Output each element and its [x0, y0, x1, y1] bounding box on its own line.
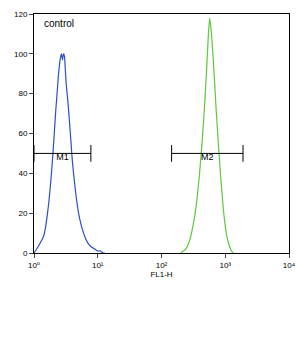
- svg-text:M1: M1: [56, 152, 69, 162]
- svg-text:10²: 10²: [156, 261, 168, 270]
- svg-text:80: 80: [18, 89, 27, 98]
- svg-text:0: 0: [23, 249, 28, 258]
- svg-text:10¹: 10¹: [92, 261, 104, 270]
- svg-text:control: control: [44, 18, 74, 29]
- svg-text:10⁰: 10⁰: [28, 261, 40, 270]
- svg-text:10⁴: 10⁴: [283, 261, 296, 270]
- svg-text:FL1-H: FL1-H: [150, 270, 172, 279]
- svg-text:20: 20: [18, 209, 27, 218]
- svg-text:40: 40: [18, 169, 27, 178]
- svg-text:120: 120: [14, 10, 28, 19]
- svg-text:10³: 10³: [219, 261, 231, 270]
- svg-text:M2: M2: [201, 152, 214, 162]
- svg-text:60: 60: [18, 129, 27, 138]
- svg-text:100: 100: [14, 50, 28, 59]
